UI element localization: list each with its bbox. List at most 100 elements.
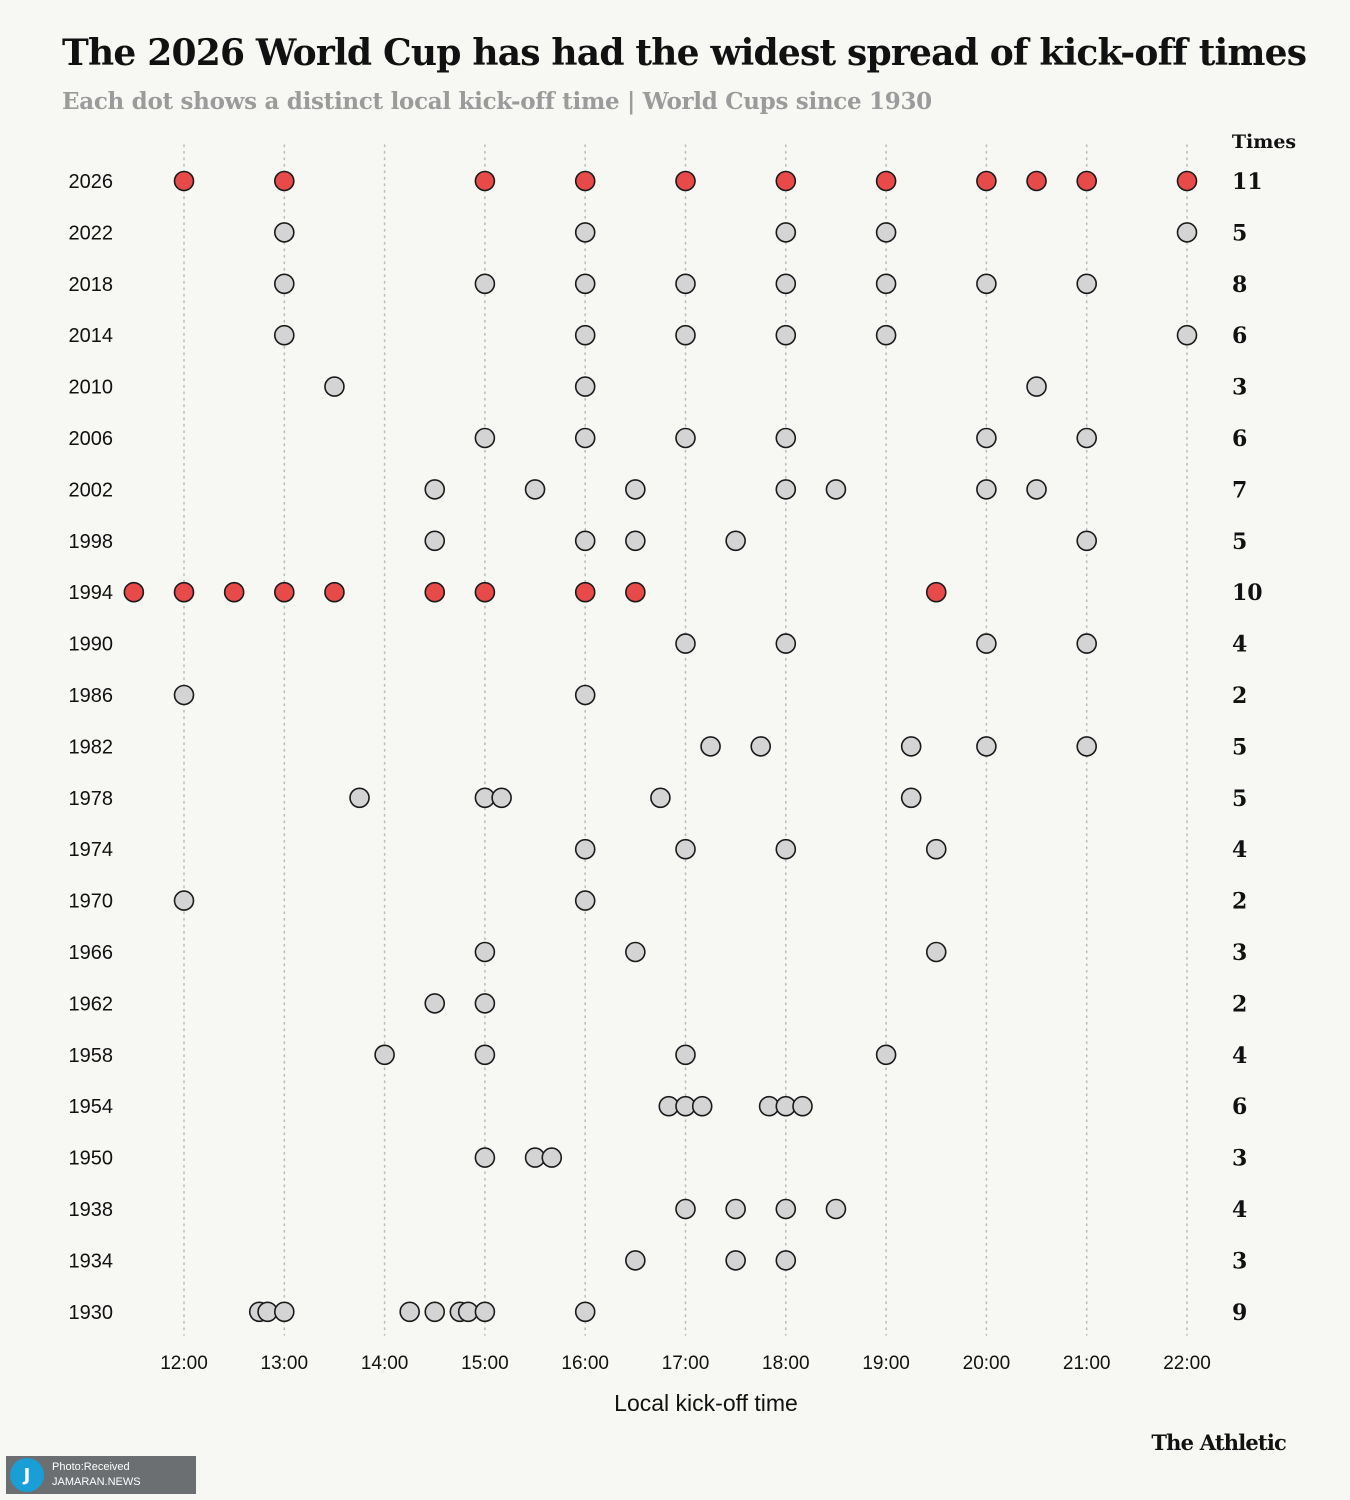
kickoff-dot xyxy=(1076,530,1097,552)
row-year-label: 1934 xyxy=(69,1250,114,1272)
row-year-label: 1994 xyxy=(69,582,114,604)
count-header: Times xyxy=(1232,131,1296,153)
row-year-label: 1954 xyxy=(69,1096,114,1118)
kickoff-dot xyxy=(574,581,596,603)
kickoff-dot xyxy=(976,427,997,449)
kickoff-dot xyxy=(825,1198,847,1220)
kickoff-dot xyxy=(1176,324,1198,346)
kickoff-dot xyxy=(976,273,997,295)
kickoff-dot xyxy=(1076,736,1097,757)
kickoff-dot xyxy=(474,1044,496,1066)
kickoff-dot xyxy=(173,170,195,192)
kickoff-dot xyxy=(574,273,596,295)
row-count-label: 7 xyxy=(1232,477,1247,503)
kickoff-dot xyxy=(273,170,295,192)
kickoff-dot xyxy=(875,170,897,192)
kickoff-dot xyxy=(775,427,797,449)
kickoff-dot xyxy=(775,1250,797,1271)
brand-logo: The Athletic xyxy=(1151,1430,1286,1455)
kickoff-dot xyxy=(374,1044,395,1066)
kickoff-dot xyxy=(273,1301,295,1323)
kickoff-dot xyxy=(976,736,997,757)
kickoff-dot xyxy=(349,787,370,809)
kickoff-dot xyxy=(273,222,295,243)
kickoff-dot xyxy=(1026,479,1047,500)
kickoff-dot xyxy=(675,324,696,346)
kickoff-dot xyxy=(1076,273,1097,295)
kickoff-dot xyxy=(725,530,746,552)
row-count-label: 2 xyxy=(1232,889,1247,915)
row-count-label: 9 xyxy=(1232,1300,1247,1326)
kickoff-dot xyxy=(675,633,696,654)
kickoff-dot xyxy=(424,1301,446,1323)
x-tick-label: 22:00 xyxy=(1163,1353,1211,1374)
kickoff-dot xyxy=(875,222,897,243)
kickoff-dot xyxy=(424,993,446,1014)
kickoff-dot xyxy=(976,170,997,192)
kickoff-dot xyxy=(424,479,446,500)
kickoff-dot xyxy=(474,273,496,295)
kickoff-dot xyxy=(625,530,646,552)
row-year-label: 1990 xyxy=(69,634,114,656)
kickoff-dot xyxy=(474,993,496,1014)
kickoff-dot xyxy=(474,581,496,603)
kickoff-dot xyxy=(574,890,596,911)
kickoff-dot xyxy=(650,787,671,809)
kickoff-dot xyxy=(273,324,295,346)
kickoff-dot xyxy=(574,324,596,346)
kickoff-dot xyxy=(675,1198,696,1220)
kickoff-dot xyxy=(625,1250,646,1271)
row-count-label: 5 xyxy=(1232,220,1247,246)
row-count-label: 5 xyxy=(1232,734,1247,760)
row-year-label: 1970 xyxy=(69,891,114,913)
row-year-label: 1962 xyxy=(69,993,114,1015)
kickoff-dot xyxy=(792,1095,813,1117)
chart-title: The 2026 World Cup has had the widest sp… xyxy=(62,32,1307,74)
row-count-label: 4 xyxy=(1232,837,1247,863)
row-year-label: 2022 xyxy=(69,222,114,244)
kickoff-dot xyxy=(775,324,797,346)
row-year-label: 2014 xyxy=(69,325,114,347)
kickoff-dot xyxy=(775,222,797,243)
row-year-label: 1982 xyxy=(69,736,114,758)
kickoff-dot xyxy=(574,684,596,706)
row-year-label: 1938 xyxy=(69,1199,114,1221)
kickoff-dot xyxy=(875,324,897,346)
kickoff-dot xyxy=(625,941,646,963)
row-year-label: 1978 xyxy=(69,788,114,810)
kickoff-dot xyxy=(574,427,596,449)
x-tick-label: 19:00 xyxy=(862,1353,910,1374)
row-count-label: 5 xyxy=(1232,529,1247,555)
row-count-label: 3 xyxy=(1232,1146,1247,1172)
kickoff-dot xyxy=(925,838,947,860)
kickoff-dot xyxy=(574,530,596,552)
kickoff-dot xyxy=(474,1147,496,1168)
kickoff-dot xyxy=(1176,222,1198,243)
kickoff-dot xyxy=(273,273,295,295)
kickoff-dot xyxy=(775,838,797,860)
row-count-label: 6 xyxy=(1232,323,1247,349)
kickoff-dot xyxy=(474,1301,496,1323)
row-count-label: 11 xyxy=(1232,169,1263,195)
row-count-label: 4 xyxy=(1232,1197,1247,1223)
row-count-label: 2 xyxy=(1232,683,1247,709)
kickoff-dot xyxy=(825,479,847,500)
row-count-label: 5 xyxy=(1232,786,1247,812)
kickoff-dot xyxy=(900,787,922,809)
row-year-label: 2026 xyxy=(69,171,114,193)
row-year-label: 1958 xyxy=(69,1045,114,1067)
x-tick-label: 21:00 xyxy=(1063,1353,1111,1374)
kickoff-dot xyxy=(424,530,446,552)
x-tick-label: 20:00 xyxy=(963,1353,1011,1374)
kickoff-dot xyxy=(324,581,345,603)
kickoff-dot xyxy=(675,170,696,192)
kickoff-dot xyxy=(491,787,512,809)
kickoff-dot xyxy=(524,479,546,500)
kickoff-dot xyxy=(173,581,195,603)
row-year-label: 1950 xyxy=(69,1148,114,1170)
kickoff-dot xyxy=(1176,170,1198,192)
kickoff-dot xyxy=(474,427,496,449)
kickoff-dot xyxy=(875,273,897,295)
kickoff-dot xyxy=(574,1301,596,1323)
kickoff-dot xyxy=(574,376,596,397)
